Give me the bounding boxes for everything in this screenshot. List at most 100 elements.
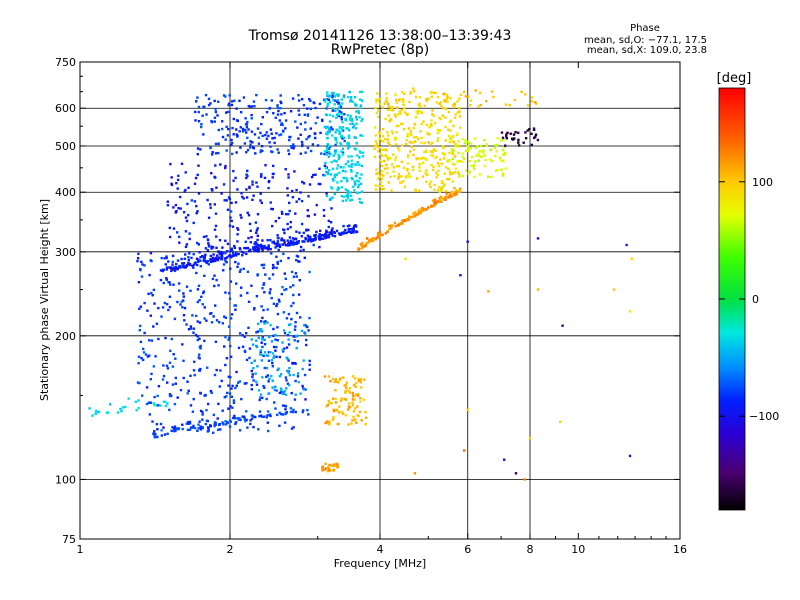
echo-point xyxy=(386,158,390,161)
echo-point xyxy=(137,399,140,402)
echo-point xyxy=(313,234,316,237)
echo-point xyxy=(338,171,341,174)
echo-point xyxy=(224,95,227,98)
echo-point xyxy=(334,149,338,152)
echo-point xyxy=(289,226,292,229)
echo-point xyxy=(276,368,279,372)
echo-point xyxy=(336,181,339,184)
echo-point xyxy=(266,308,269,311)
echo-point xyxy=(485,143,488,146)
echo-point xyxy=(419,130,422,133)
echo-point xyxy=(357,377,360,380)
echo-point xyxy=(286,334,290,337)
echo-point xyxy=(405,113,409,116)
echo-point xyxy=(383,167,387,170)
echo-point xyxy=(319,131,322,135)
echo-point xyxy=(252,367,255,370)
echo-point xyxy=(178,235,181,238)
echo-point xyxy=(360,173,363,176)
echo-point xyxy=(245,382,248,385)
echo-point xyxy=(445,93,449,96)
echo-point xyxy=(379,152,382,155)
echo-point xyxy=(353,96,357,99)
echo-point xyxy=(224,138,227,141)
echo-point xyxy=(261,249,264,252)
echo-point xyxy=(428,126,431,129)
echo-point xyxy=(255,295,259,298)
echo-point xyxy=(292,143,295,146)
echo-point xyxy=(290,145,293,148)
echo-point xyxy=(229,210,233,213)
echo-point xyxy=(139,268,142,272)
echo-point xyxy=(350,422,353,425)
echo-point xyxy=(271,266,275,270)
echo-point xyxy=(256,330,260,333)
echo-point xyxy=(425,158,428,161)
echo-point xyxy=(445,95,449,98)
echo-point xyxy=(187,186,190,189)
echo-point xyxy=(267,380,270,383)
echo-point xyxy=(411,165,415,168)
echo-point xyxy=(259,350,262,353)
echo-point xyxy=(272,327,275,331)
echo-point xyxy=(267,244,270,247)
echo-point xyxy=(174,265,178,269)
echo-point xyxy=(291,410,295,414)
echo-point xyxy=(403,185,407,188)
echo-point xyxy=(445,192,448,195)
echo-point xyxy=(243,350,247,354)
echo-point xyxy=(406,156,410,159)
echo-point xyxy=(272,240,275,243)
echo-point xyxy=(385,96,388,100)
echo-point xyxy=(360,419,363,422)
echo-point xyxy=(156,404,160,407)
echo-point xyxy=(302,388,306,391)
echo-point xyxy=(124,405,127,409)
echo-point xyxy=(184,253,187,256)
echo-point xyxy=(166,381,169,384)
echo-point xyxy=(292,147,295,150)
echo-point xyxy=(357,110,360,113)
echo-point xyxy=(370,240,373,243)
echo-point xyxy=(441,114,444,117)
echo-point xyxy=(165,256,168,260)
echo-point xyxy=(382,187,385,191)
echo-point xyxy=(409,132,412,135)
echo-point xyxy=(195,314,198,318)
echo-point xyxy=(218,321,221,324)
echo-point xyxy=(287,244,290,247)
echo-point xyxy=(361,241,364,245)
echo-point xyxy=(395,124,398,128)
echo-point xyxy=(172,268,176,271)
echo-point xyxy=(274,116,277,119)
echo-point xyxy=(121,406,125,409)
echo-point xyxy=(424,149,428,152)
echo-point xyxy=(511,137,514,140)
echo-point xyxy=(139,324,142,328)
echo-point xyxy=(306,209,309,212)
echo-point xyxy=(146,355,150,358)
echo-point xyxy=(250,369,253,373)
echo-point xyxy=(274,385,277,388)
echo-point xyxy=(628,310,632,313)
echo-point xyxy=(244,247,247,250)
echo-point xyxy=(204,422,207,426)
echo-point xyxy=(477,154,480,157)
echo-point xyxy=(485,100,488,103)
echo-point xyxy=(195,100,198,103)
echo-point xyxy=(261,149,264,153)
echo-point xyxy=(288,373,292,377)
echo-point xyxy=(189,374,192,377)
echo-point xyxy=(142,351,146,354)
echo-point xyxy=(210,172,213,175)
echo-point xyxy=(119,407,122,411)
echo-point xyxy=(289,220,292,224)
echo-point xyxy=(327,467,331,470)
echo-point xyxy=(342,94,346,97)
echo-point xyxy=(353,189,356,192)
echo-point xyxy=(530,132,533,135)
echo-point xyxy=(331,177,335,181)
echo-point xyxy=(338,132,341,136)
echo-point xyxy=(349,227,353,231)
echo-point xyxy=(458,159,461,163)
